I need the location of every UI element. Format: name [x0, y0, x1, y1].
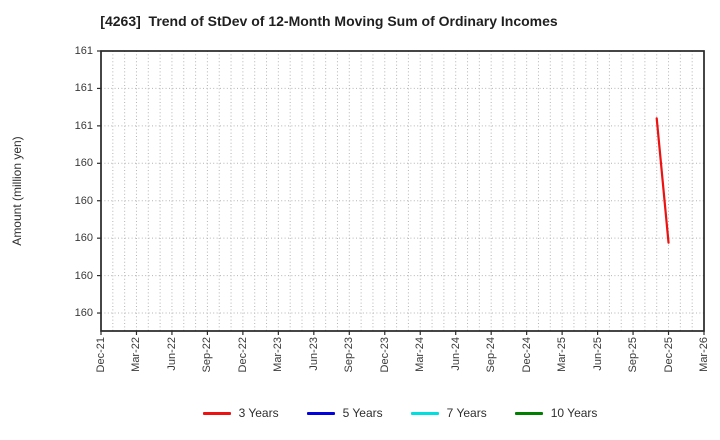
legend: 3 Years 5 Years 7 Years 10 Years — [40, 406, 720, 420]
x-tick-label: Mar-22 — [130, 337, 143, 372]
x-tick-label: Sep-22 — [201, 337, 214, 373]
legend-item-5-years: 5 Years — [306, 406, 383, 420]
x-tick-label: Dec-23 — [378, 337, 391, 373]
y-tick-label: 160 — [74, 194, 93, 207]
x-tick-label: Dec-22 — [236, 337, 249, 373]
y-tick-label: 160 — [74, 232, 93, 245]
blue-line-swatch-icon — [306, 411, 335, 415]
legend-item-10-years: 10 Years — [514, 406, 598, 420]
x-tick-label: Sep-25 — [627, 337, 640, 373]
y-tick-label: 160 — [74, 307, 93, 320]
legend-item-3-years: 3 Years — [202, 406, 279, 420]
legend-label: 3 Years — [238, 406, 279, 420]
x-tick-label: Jun-25 — [591, 337, 604, 371]
x-tick-label: Jun-24 — [449, 337, 462, 371]
cyan-line-swatch-icon — [410, 411, 439, 415]
x-tick-label: Dec-24 — [520, 337, 533, 373]
legend-label: 5 Years — [342, 406, 383, 420]
legend-label: 10 Years — [550, 406, 598, 420]
legend-item-7-years: 7 Years — [410, 406, 487, 420]
x-tick-label: Mar-25 — [556, 337, 569, 372]
grid-lines — [101, 51, 704, 331]
x-tick-label: Dec-25 — [662, 337, 675, 373]
x-tick-label: Mar-24 — [414, 337, 427, 372]
y-tick-label: 161 — [74, 82, 93, 95]
x-tick-label: Mar-23 — [272, 337, 285, 372]
red-line-swatch-icon — [202, 411, 231, 415]
x-tick-label: Sep-23 — [343, 337, 356, 373]
tick-marks — [97, 50, 705, 335]
x-tick-label: Jun-22 — [165, 337, 178, 371]
y-tick-label: 160 — [74, 269, 93, 282]
x-tick-label: Mar-26 — [698, 337, 710, 372]
legend-label: 7 Years — [446, 406, 487, 420]
x-tick-label: Dec-21 — [95, 337, 107, 373]
axes-border — [100, 50, 705, 332]
x-tick-label: Jun-23 — [307, 337, 320, 371]
data-line-3-years — [655, 117, 670, 244]
chart-title: [4263] Trend of StDev of 12-Month Moving… — [100, 13, 558, 29]
y-tick-label: 161 — [74, 119, 93, 132]
green-line-swatch-icon — [514, 411, 543, 415]
x-tick-label: Sep-24 — [485, 337, 498, 373]
y-tick-label: 160 — [74, 157, 93, 170]
y-tick-label: 161 — [74, 45, 93, 57]
